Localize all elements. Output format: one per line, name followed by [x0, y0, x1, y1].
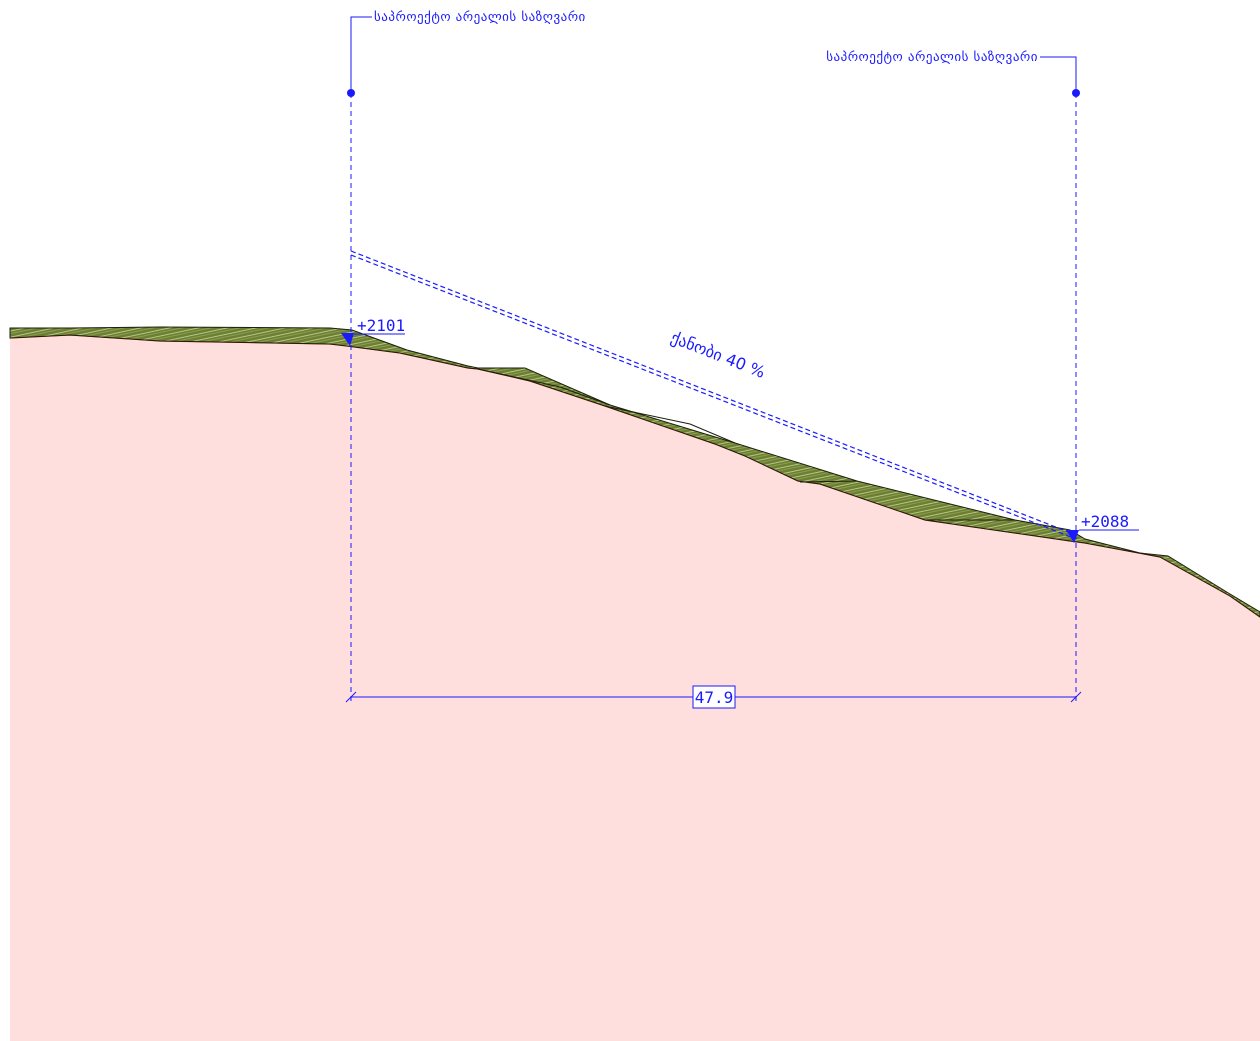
elevation-marker-right [1066, 529, 1139, 543]
boundary-right-leader [1040, 56, 1080, 704]
slope-line [350, 250, 1077, 540]
dimension-label: 47.9 [695, 688, 734, 707]
grass-terrace-edges [477, 368, 1015, 521]
elevation-left-label: +2101 [357, 316, 405, 335]
elevation-marker-left [341, 333, 405, 346]
grass-layer [9, 326, 1260, 618]
boundary-left-leader [347, 16, 372, 704]
boundary-right-label: საპროექტო არეალის საზღვარი [826, 50, 1038, 65]
ground-section [10, 335, 1260, 1041]
elevation-right-label: +2088 [1081, 512, 1129, 531]
dimension-label-box [692, 685, 736, 709]
boundary-left-label: საპროექტო არეალის საზღვარი [374, 10, 586, 25]
slope-label: ქანობი 40 % [668, 328, 768, 382]
dimension-line [345, 691, 1082, 703]
